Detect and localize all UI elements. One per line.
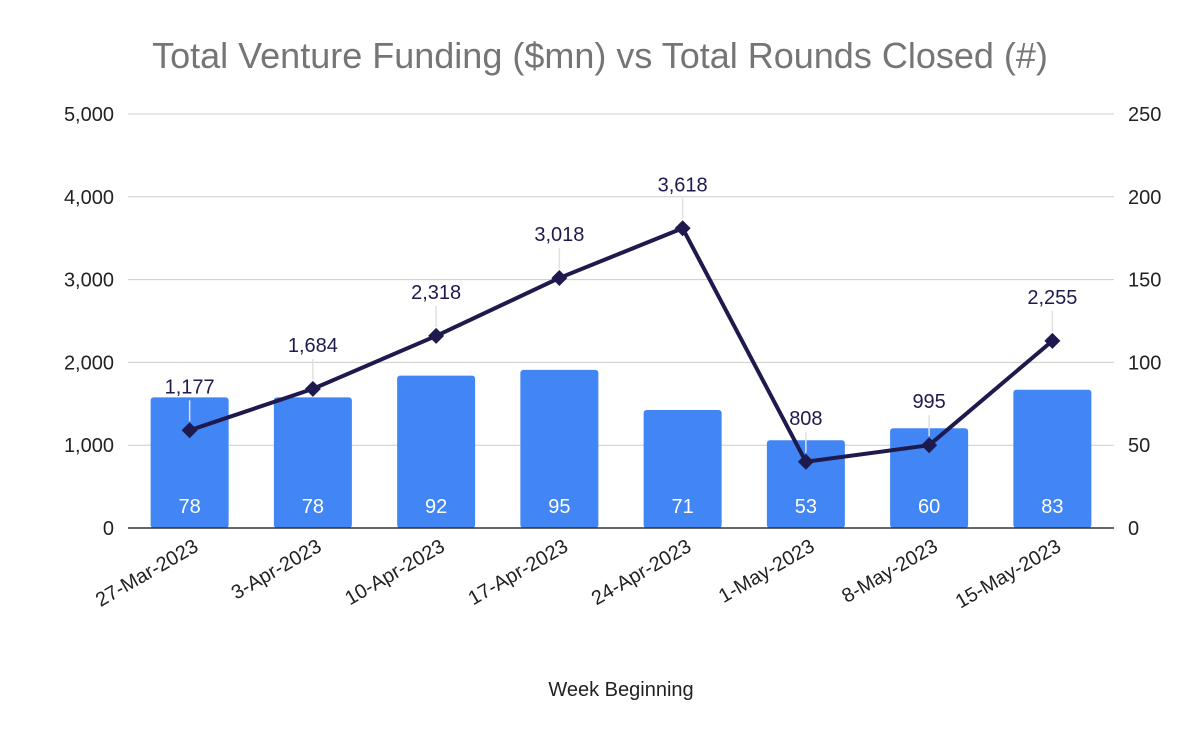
x-tick-label: 3-Apr-2023 [228,535,326,604]
bar [397,375,476,528]
bar-data-label: 92 [425,496,447,518]
line-data-label: 3,018 [534,224,584,246]
x-tick-label: 10-Apr-2023 [341,535,448,610]
line-data-label: 2,318 [411,282,461,304]
y-left-tick-label: 4,000 [64,187,114,209]
y-left-tick-label: 3,000 [64,270,114,292]
bar-data-label: 60 [918,496,940,518]
line-data-label: 1,177 [165,376,215,398]
line-point [674,220,691,237]
line-data-label: 808 [789,408,822,430]
y-left-tick-label: 1,000 [64,435,114,457]
y-right-tick-label: 200 [1128,187,1161,209]
line-point [797,453,814,470]
bar-data-label: 83 [1041,496,1063,518]
y-right-tick-label: 50 [1128,435,1150,457]
bar [643,410,722,528]
bar-data-label: 95 [548,496,570,518]
line-point [428,327,445,344]
line-data-label: 1,684 [288,335,338,357]
line-data-label: 3,618 [658,174,708,196]
line-data-label: 2,255 [1027,287,1077,309]
x-tick-label: 17-Apr-2023 [465,535,572,610]
y-left-tick-label: 5,000 [64,104,114,126]
bar [520,369,599,528]
bar-data-label: 53 [795,496,817,518]
x-axis-ticks: 27-Mar-2023 3-Apr-2023 10-Apr-2023 17-Apr-2… [92,535,1065,613]
x-tick-label: 1-May-2023 [715,535,818,607]
line-series: 1,177 1,684 2,318 3,018 3,618 808 995 2,255 [165,174,1077,470]
line-data-label: 995 [912,391,945,413]
y-right-tick-label: 100 [1128,352,1161,374]
bar [890,428,969,528]
line-point [1044,332,1061,349]
x-tick-label: 8-May-2023 [838,535,941,607]
bar [1013,389,1092,528]
line-point [304,380,321,397]
x-tick-label: 15-May-2023 [952,535,1065,613]
y-right-tick-label: 250 [1128,104,1161,126]
line-point [181,422,198,439]
bar-data-label: 71 [672,496,694,518]
chart-title: Total Venture Funding ($mn) vs Total Rou… [152,35,1048,76]
y-right-tick-label: 150 [1128,270,1161,292]
x-tick-label: 27-Mar-2023 [92,535,202,611]
line-point [921,437,938,454]
bar-data-label: 78 [302,496,324,518]
bar-series: 78 78 92 95 71 53 60 83 [150,369,1092,528]
axes: 0 1,000 2,000 3,000 4,000 5,000 0 50 100 150 200 25… [64,104,1161,540]
bar [150,397,229,528]
y-left-tick-label: 0 [103,518,114,540]
x-axis-label: Week Beginning [548,679,693,701]
bar [273,397,352,528]
bar-data-label: 78 [179,496,201,518]
bar [766,440,845,528]
series-line [188,226,1054,464]
x-tick-label: 24-Apr-2023 [588,535,695,610]
line-point [551,269,568,286]
gridlines [128,113,1114,446]
y-right-tick-label: 0 [1128,518,1139,540]
y-left-tick-label: 2,000 [64,352,114,374]
